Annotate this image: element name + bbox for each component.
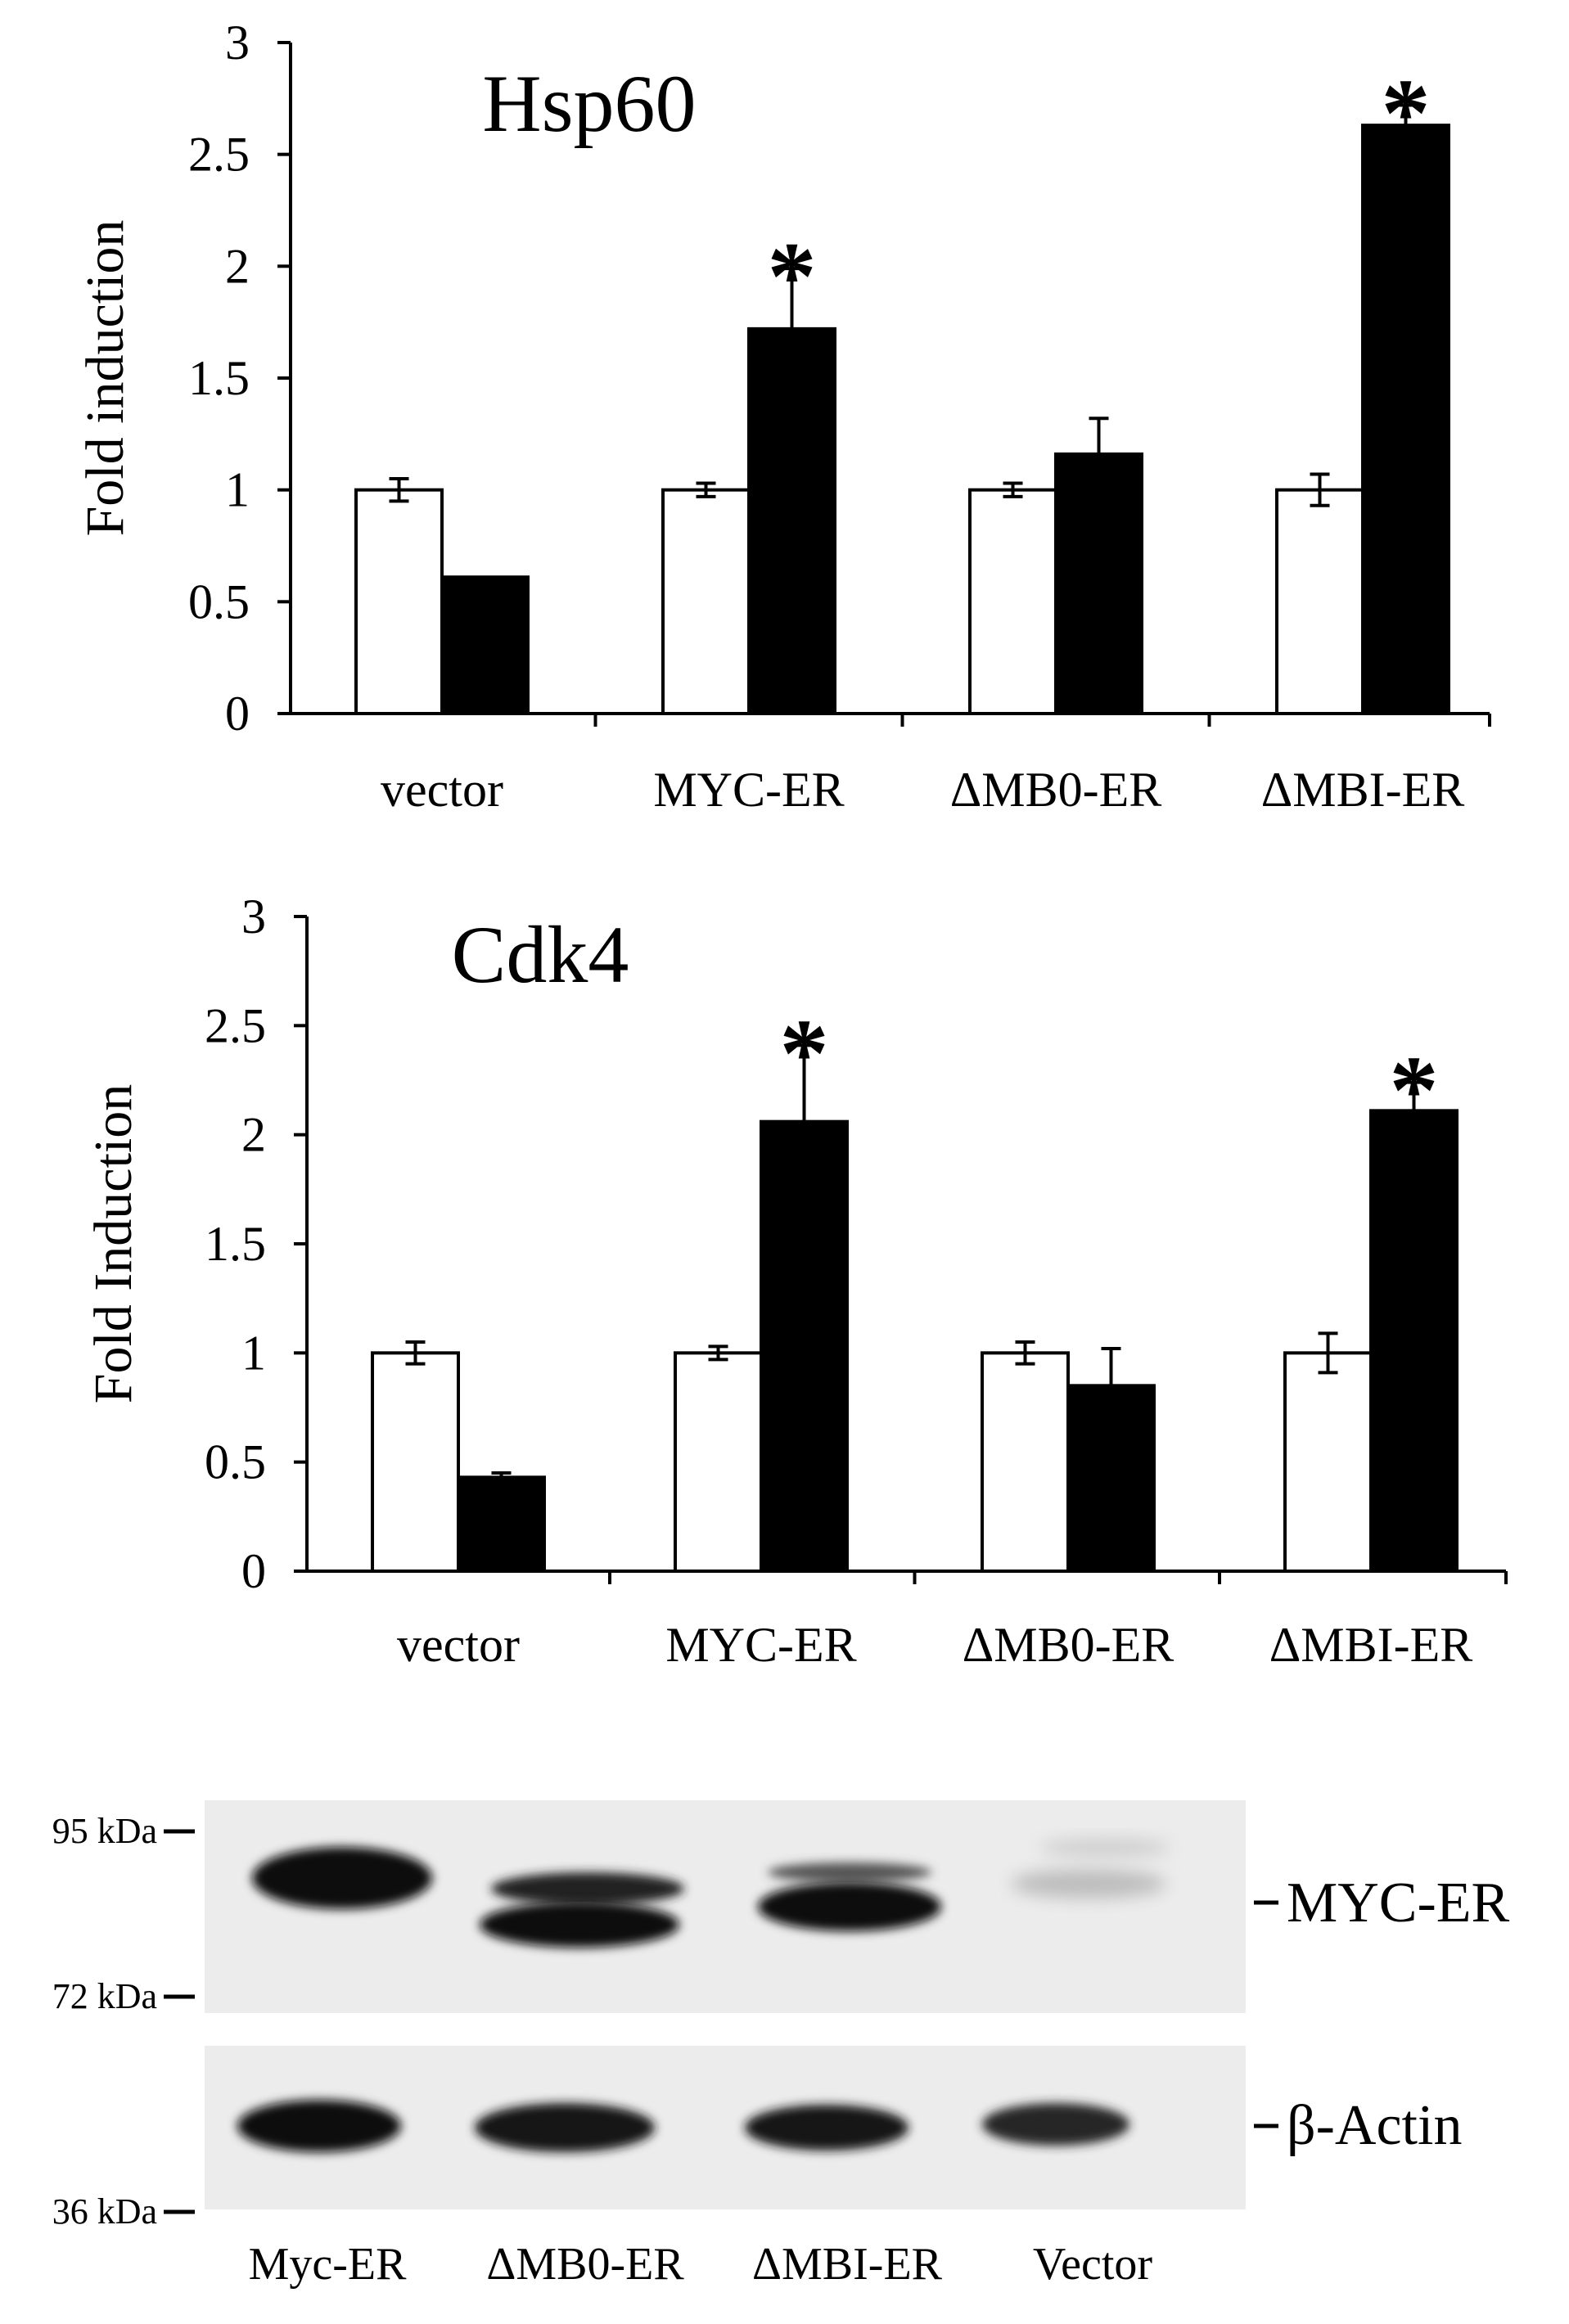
cdk4-bar	[1283, 1351, 1373, 1573]
cdk4-y-tick-label: 2.5	[205, 998, 266, 1052]
cdk4-chart-title: Cdk4	[452, 909, 629, 1000]
lane-label-2: ΔMB0-ER	[486, 2239, 684, 2290]
hsp60-category-label: ΔMBI-ER	[1261, 763, 1465, 817]
hsp60-bar	[1054, 452, 1143, 716]
cdk4-chart: 0 0.5 1 1.5 2 2.5 3 vector * MYC-ER ΔMB0-ER * ΔMBI-E…	[83, 890, 1508, 1672]
cdk4-bar	[760, 1119, 849, 1573]
lane-label-3: ΔMBI-ER	[752, 2239, 943, 2290]
hsp60-chart: 0 0.5 1 1.5 2 2.5 3 vector * MYC-ER ΔMB0-ER * ΔMBI-E…	[75, 16, 1491, 817]
hsp60-bar	[440, 575, 530, 715]
lane-label-1: Myc-ER	[249, 2239, 408, 2290]
cdk4-y-tick-label: 0	[241, 1544, 266, 1598]
hsp60-significance-star: *	[1382, 59, 1431, 168]
cdk4-bar	[1066, 1384, 1156, 1573]
hsp60-y-tick-label: 2	[225, 239, 250, 293]
hsp60-bar	[354, 488, 444, 716]
band-actin-lane4	[982, 2103, 1129, 2146]
mw-label-72: 72 kDa	[52, 1976, 157, 2016]
lane-label-4: Vector	[1033, 2239, 1153, 2290]
hsp60-bar	[968, 488, 1057, 716]
mw-label-36: 36 kDa	[52, 2191, 157, 2232]
cdk4-y-tick-label: 0.5	[205, 1435, 266, 1489]
cdk4-significance-star: *	[1390, 1036, 1439, 1145]
band-myc-er-lane1	[252, 1847, 432, 1909]
cdk4-y-tick-label: 1.5	[205, 1217, 266, 1271]
band-vector-lane4-faint2	[1039, 1838, 1170, 1858]
cdk4-y-tick-label: 1	[241, 1326, 266, 1380]
hsp60-y-axis-label: Fold induction	[75, 220, 135, 537]
hsp60-category-label: ΔMB0-ER	[950, 763, 1162, 817]
band-actin-lane2	[475, 2103, 655, 2152]
hsp60-y-tick-label: 0.5	[188, 574, 250, 628]
band-dmb0-lane2-upper	[491, 1872, 684, 1905]
cdk4-y-tick-label: 2	[241, 1108, 266, 1162]
cdk4-category-label: ΔMB0-ER	[963, 1618, 1174, 1672]
hsp60-bar	[1275, 488, 1364, 716]
hsp60-y-tick-label: 2.5	[188, 128, 250, 182]
hsp60-bar	[1361, 124, 1450, 715]
cdk4-bar	[1369, 1109, 1459, 1574]
band-label-myc-er: MYC-ER	[1287, 1871, 1510, 1934]
cdk4-category-label: MYC-ER	[665, 1618, 856, 1672]
band-dmbi-lane3-lower	[758, 1882, 941, 1931]
band-actin-lane3	[745, 2105, 908, 2151]
mw-label-95: 95 kDa	[52, 1811, 157, 1851]
cdk4-bar	[981, 1351, 1070, 1573]
hsp60-category-label: vector	[381, 763, 503, 817]
hsp60-category-label: MYC-ER	[653, 763, 844, 817]
hsp60-y-tick-label: 1	[225, 463, 250, 517]
band-actin-lane1	[237, 2100, 401, 2152]
band-dmb0-lane2-lower	[480, 1902, 679, 1948]
hsp60-y-tick-label: 1.5	[188, 351, 250, 405]
hsp60-y-tick-label: 3	[225, 16, 250, 70]
cdk4-bar	[457, 1475, 546, 1573]
hsp60-bar	[661, 488, 751, 716]
band-dmbi-lane3-upper	[768, 1862, 931, 1882]
hsp60-chart-title: Hsp60	[482, 58, 696, 149]
cdk4-significance-star: *	[780, 998, 829, 1107]
cdk4-bar	[371, 1351, 460, 1573]
band-label-actin: β-Actin	[1287, 2094, 1462, 2157]
band-vector-lane4-faint	[1011, 1869, 1166, 1898]
hsp60-bar	[747, 327, 836, 715]
cdk4-y-tick-label: 3	[241, 890, 266, 944]
cdk4-y-axis-label: Fold Induction	[83, 1084, 143, 1404]
myc-er-panel	[205, 1800, 1246, 2013]
cdk4-bar	[674, 1351, 763, 1573]
cdk4-category-label: vector	[397, 1618, 520, 1672]
cdk4-category-label: ΔMBI-ER	[1269, 1618, 1473, 1672]
western-blot: 95 kDa 72 kDa 36 kDa MYC-ER β-Actin Myc-…	[52, 1800, 1510, 2290]
hsp60-y-tick-label: 0	[225, 687, 250, 741]
hsp60-significance-star: *	[768, 222, 817, 331]
